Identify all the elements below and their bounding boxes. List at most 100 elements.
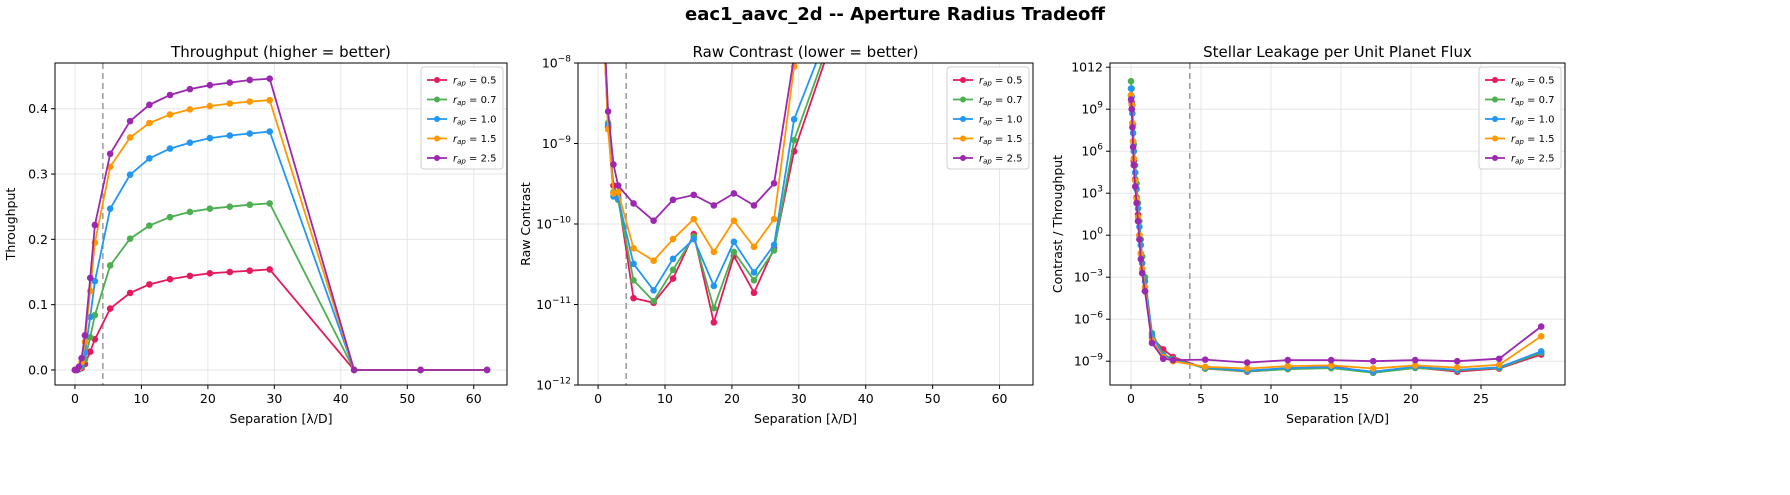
data-point <box>1201 356 1209 363</box>
data-point <box>1129 143 1137 151</box>
y-tick-label: 0.1 <box>28 297 48 312</box>
data-point <box>106 205 114 212</box>
chart-1: 0 10 20 30 40 50 60 0.0 0.1 0.2 0.3 0.4 Throughput (… <box>3 43 508 426</box>
legend: rap = 0.5 rap = 0.7 rap = 1.0 rap = 1.5 rap … <box>946 66 1030 170</box>
data-point <box>750 276 758 284</box>
data-point <box>1127 96 1135 103</box>
data-point <box>126 171 134 178</box>
data-point <box>770 215 778 223</box>
data-point <box>146 281 153 288</box>
x-tick-label: 30 <box>791 391 807 406</box>
data-point <box>146 101 153 109</box>
legend-item: rap = 0.7 <box>1485 95 1555 107</box>
data-point <box>669 275 677 282</box>
series-5 <box>1127 96 1545 366</box>
data-point <box>1537 323 1545 330</box>
x-tick-label: 10 <box>1263 391 1279 406</box>
legend-item: rap = 1.0 <box>1485 115 1555 127</box>
y-tick-label: 10−8 <box>542 55 571 71</box>
legend-marker <box>1492 135 1498 142</box>
y-tick-label: 109 <box>1081 101 1103 117</box>
data-point <box>770 180 778 187</box>
legend-item: rap = 1.5 <box>953 134 1023 146</box>
x-tick-label: 40 <box>858 391 874 406</box>
data-point <box>1411 356 1419 364</box>
data-point <box>1369 365 1377 372</box>
data-point <box>186 208 194 216</box>
y-tick-label: 0.2 <box>28 232 48 247</box>
legend-label: rap = 0.7 <box>453 95 497 107</box>
legend-item: rap = 2.5 <box>1485 154 1555 166</box>
y-axis-label: Contrast / Throughput <box>1050 155 1065 293</box>
data-point <box>86 334 94 341</box>
data-point <box>81 332 89 339</box>
legend-item: rap = 0.7 <box>427 95 497 107</box>
data-point <box>1243 365 1251 372</box>
series-line <box>74 268 488 371</box>
data-point <box>126 117 134 125</box>
data-point <box>669 235 677 243</box>
data-point <box>614 188 622 196</box>
data-point <box>630 200 637 207</box>
data-point <box>226 100 234 107</box>
legend-label: rap = 2.5 <box>453 154 497 166</box>
legend-marker <box>1492 116 1498 122</box>
data-point <box>186 139 194 146</box>
data-point <box>166 145 174 152</box>
x-tick-label: 20 <box>724 391 740 406</box>
legend: rap = 0.5 rap = 0.7 rap = 1.0 rap = 1.5 rap … <box>1478 66 1562 170</box>
chart-title: Stellar Leakage per Unit Planet Flux <box>1203 43 1472 61</box>
x-tick-label: 50 <box>925 391 941 406</box>
axes-frame <box>1109 62 1566 386</box>
data-point <box>690 235 698 243</box>
legend-item: rap = 2.5 <box>427 154 497 166</box>
data-point <box>246 76 254 84</box>
legend-label: rap = 0.5 <box>979 76 1023 88</box>
data-point <box>126 134 134 141</box>
legend-marker <box>960 116 966 122</box>
data-point <box>710 202 718 209</box>
x-tick-label: 0 <box>594 391 602 406</box>
series-line <box>604 63 795 222</box>
data-point <box>75 363 83 371</box>
data-point <box>610 161 617 168</box>
data-point <box>750 289 758 297</box>
data-point <box>106 305 114 312</box>
data-point <box>690 215 698 223</box>
data-point <box>1138 269 1146 277</box>
data-point <box>1537 333 1545 340</box>
legend-label: rap = 0.7 <box>1511 95 1555 107</box>
x-ticks: 0 10 20 30 40 50 60 <box>71 385 482 406</box>
legend-label: rap = 2.5 <box>979 154 1023 166</box>
data-point <box>246 98 254 105</box>
data-point <box>1137 255 1145 263</box>
data-point <box>730 238 738 246</box>
data-point <box>1327 356 1335 364</box>
data-point <box>166 213 174 221</box>
data-point <box>1411 362 1419 369</box>
legend-marker <box>434 96 440 103</box>
data-point <box>770 241 778 249</box>
y-tick-label: 10−9 <box>542 135 571 151</box>
legend-marker <box>960 96 966 103</box>
legend-marker <box>1492 77 1498 83</box>
legend-box <box>946 66 1030 170</box>
legend-label: rap = 1.0 <box>453 115 497 127</box>
data-point <box>226 203 234 210</box>
legend-marker <box>960 135 966 142</box>
legend-label: rap = 1.0 <box>1511 115 1555 127</box>
series-2 <box>71 200 491 374</box>
data-point <box>206 270 214 277</box>
y-tick-label: 10−11 <box>536 296 571 312</box>
legend-label: rap = 0.7 <box>979 95 1023 107</box>
data-point <box>1453 357 1461 365</box>
legend-item: rap = 0.5 <box>427 76 497 88</box>
legend-item: rap = 1.0 <box>953 115 1023 127</box>
data-point <box>1243 359 1251 366</box>
data-point <box>1284 356 1292 364</box>
data-point <box>166 111 174 118</box>
x-tick-label: 0 <box>1127 391 1135 406</box>
y-tick-label: 103 <box>1081 185 1103 201</box>
data-point <box>650 257 657 265</box>
